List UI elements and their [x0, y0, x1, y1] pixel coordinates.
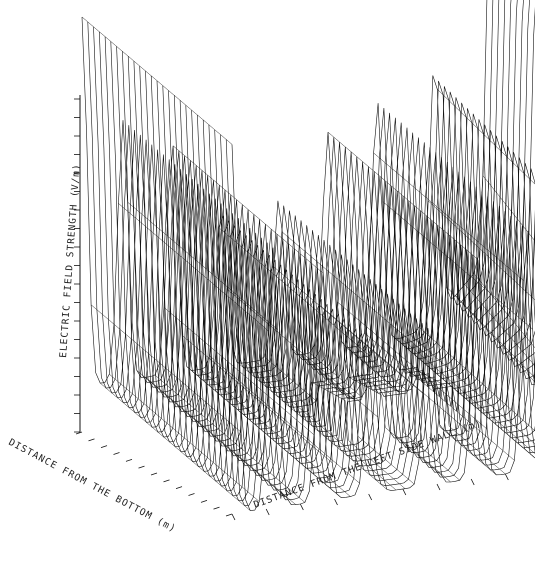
- mesh-column-line: [100, 382, 251, 511]
- y-axis-tick: [175, 486, 183, 490]
- mesh-column-line: [409, 334, 535, 445]
- mesh-column-line: [172, 145, 324, 274]
- mesh-column-line: [446, 286, 535, 379]
- mesh-column-line: [218, 227, 369, 356]
- mesh-row-line: [139, 65, 535, 433]
- mesh-column-line: [163, 307, 315, 435]
- y-axis-tick: [225, 513, 233, 517]
- mesh-row-line: [179, 100, 535, 467]
- mesh-column-line: [245, 362, 397, 491]
- mesh-column-line: [191, 370, 342, 498]
- mesh-column-line: [236, 361, 388, 490]
- y-axis-tick: [75, 431, 83, 435]
- mesh-column-line: [309, 352, 460, 481]
- mesh-column-line: [382, 201, 533, 330]
- mesh-row-line: [225, 139, 535, 506]
- y-axis-tick: [213, 506, 220, 510]
- x-axis-tick: [436, 483, 441, 491]
- mesh-column-line: [145, 377, 296, 505]
- mesh-row-line: [220, 134, 535, 502]
- mesh-column-line: [473, 273, 535, 349]
- mesh-row-line: [202, 119, 535, 487]
- mesh-row-line: [231, 144, 535, 511]
- mesh-row-line: [185, 105, 535, 472]
- mesh-column-line: [428, 200, 535, 301]
- x-axis-tick: [265, 508, 270, 516]
- y-axis-tick: [100, 445, 108, 449]
- mesh-column-line: [209, 355, 360, 484]
- y-axis-tick: [113, 452, 120, 455]
- mesh-column-line: [200, 369, 351, 497]
- mesh-row-line: [214, 129, 535, 497]
- mesh-column-line: [109, 374, 260, 502]
- y-axis-tick: [138, 465, 145, 469]
- x-axis-tick: [504, 473, 509, 481]
- mesh-column-line: [300, 354, 451, 483]
- mesh-column-line: [227, 289, 378, 418]
- x-axis-tick: [368, 493, 373, 501]
- mesh-row-line: [191, 110, 535, 477]
- mesh-column-line: [464, 284, 535, 367]
- y-axis-tick: [125, 458, 133, 462]
- mesh-column-line: [291, 347, 442, 476]
- y-axis-tick: [163, 479, 170, 483]
- x-axis-tick: [402, 488, 407, 496]
- mesh-row-line: [208, 124, 535, 492]
- y-axis-tick: [188, 493, 195, 496]
- mesh-row-line: [145, 70, 535, 438]
- mesh-column-line: [182, 335, 333, 463]
- mesh-column-line: [127, 201, 278, 330]
- mesh-column-line: [318, 304, 470, 432]
- z-axis-label: ELECTRIC FIELD STRENGTH (V/m): [58, 163, 83, 358]
- mesh-row-line: [197, 114, 535, 482]
- mesh-column-line: [373, 152, 524, 281]
- mesh-column-line: [264, 356, 415, 485]
- y-axis-tick: [88, 438, 95, 442]
- mesh-column-line: [391, 335, 535, 459]
- y-axis-label: DISTANCE FROM THE BOTTOM (m): [7, 437, 178, 535]
- mesh-column-line: [81, 16, 233, 145]
- mesh-column-line: [118, 203, 269, 331]
- mesh-column-line: [90, 304, 242, 433]
- mesh-column-line: [364, 332, 515, 461]
- mesh-column-line: [273, 266, 424, 394]
- mesh-column-line: [154, 374, 306, 503]
- z-axis-ticks: [74, 98, 509, 521]
- mesh-column-line: [400, 337, 535, 454]
- y-axis-tick: [200, 499, 208, 503]
- x-axis-tick: [334, 498, 338, 506]
- mesh-column-line: [418, 326, 535, 432]
- mesh-column-line: [437, 89, 535, 185]
- x-axis-tick: [299, 503, 304, 511]
- mesh-column-line: [254, 361, 406, 489]
- mesh-column-line: [482, 175, 535, 242]
- mesh-column-line: [336, 301, 488, 430]
- y-axis-tick: [150, 472, 158, 476]
- wireframe-mesh: [81, 0, 535, 511]
- mesh-column-line: [282, 232, 433, 360]
- mesh-column-line: [136, 370, 287, 498]
- x-axis-tick: [231, 513, 236, 521]
- x-axis-tick: [470, 478, 475, 486]
- mesh-column-line: [346, 347, 497, 475]
- mesh-column-line: [355, 346, 506, 475]
- mesh-column-line: [455, 295, 535, 383]
- mesh-column-line: [327, 132, 479, 260]
